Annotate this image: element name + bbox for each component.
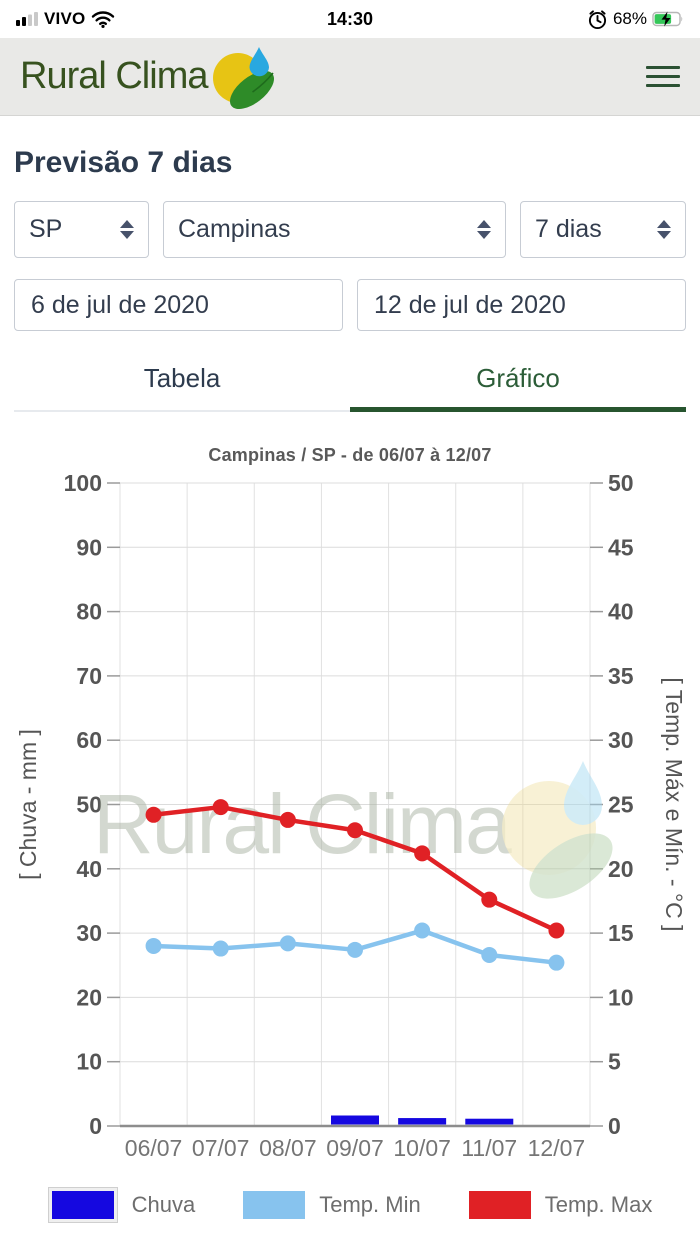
legend-item-temp-min[interactable]: Temp. Min bbox=[243, 1191, 421, 1219]
svg-text:80: 80 bbox=[76, 599, 102, 625]
svg-text:[ Temp. Máx e Mín. - °C ]: [ Temp. Máx e Mín. - °C ] bbox=[661, 677, 687, 931]
svg-text:0: 0 bbox=[608, 1113, 621, 1139]
svg-text:[ Chuva - mm ]: [ Chuva - mm ] bbox=[15, 729, 41, 880]
select-arrows-icon bbox=[477, 220, 491, 239]
view-tabs: Tabela Gráfico bbox=[14, 355, 686, 412]
forecast-chart: 0 0 10 5 20 10 30 15 40 20 50 25 60 30 70 35 80 40 90 45 100… bbox=[15, 470, 687, 1161]
watermark: Rural Clima bbox=[93, 761, 613, 899]
legend-item-temp-max[interactable]: Temp. Max bbox=[468, 1191, 653, 1219]
svg-text:08/07: 08/07 bbox=[259, 1135, 317, 1161]
series-Temp. Min bbox=[145, 922, 565, 971]
legend-label-temp-max: Temp. Max bbox=[544, 1192, 653, 1217]
svg-text:11/07: 11/07 bbox=[461, 1135, 517, 1161]
svg-text:70: 70 bbox=[76, 663, 102, 689]
svg-text:90: 90 bbox=[76, 534, 102, 560]
signal-strength-icon bbox=[16, 12, 38, 26]
svg-text:20: 20 bbox=[76, 984, 102, 1010]
series-Temp. Max bbox=[145, 799, 565, 939]
filter-row: SP Campinas 7 dias bbox=[14, 201, 686, 258]
svg-text:100: 100 bbox=[64, 470, 102, 496]
period-select[interactable]: 7 dias bbox=[520, 201, 686, 258]
svg-text:25: 25 bbox=[608, 792, 634, 818]
select-arrows-icon bbox=[120, 220, 134, 239]
series-Chuva bbox=[331, 1115, 514, 1125]
chart-legend: Chuva Temp. Min Temp. Max bbox=[0, 1187, 700, 1223]
start-date-value: 6 de jul de 2020 bbox=[31, 290, 209, 319]
date-range-row: 6 de jul de 2020 12 de jul de 2020 bbox=[14, 279, 686, 331]
svg-text:20: 20 bbox=[608, 856, 634, 882]
legend-label-temp-min: Temp. Min bbox=[319, 1192, 421, 1217]
page-title: Previsão 7 dias bbox=[14, 146, 233, 179]
period-select-value: 7 dias bbox=[535, 215, 602, 243]
alarm-icon bbox=[588, 9, 607, 29]
svg-text:45: 45 bbox=[608, 534, 634, 560]
city-select[interactable]: Campinas bbox=[163, 201, 506, 258]
menu-icon[interactable] bbox=[646, 62, 680, 91]
brand-logo[interactable]: Rural Clima bbox=[20, 43, 277, 111]
app-header: Rural Clima bbox=[0, 38, 700, 116]
svg-text:30: 30 bbox=[76, 920, 102, 946]
svg-text:12/07: 12/07 bbox=[528, 1135, 586, 1161]
temp-min-swatch-icon bbox=[243, 1191, 306, 1219]
chart-title: Campinas / SP - de 06/07 à 12/07 bbox=[208, 445, 492, 465]
svg-text:60: 60 bbox=[76, 727, 102, 753]
svg-text:50: 50 bbox=[76, 792, 102, 818]
select-arrows-icon bbox=[657, 220, 671, 239]
clock-time: 14:30 bbox=[326, 8, 374, 29]
end-date-input[interactable]: 12 de jul de 2020 bbox=[357, 279, 686, 331]
svg-text:30: 30 bbox=[608, 727, 634, 753]
svg-text:07/07: 07/07 bbox=[192, 1135, 250, 1161]
city-select-value: Campinas bbox=[178, 215, 291, 243]
svg-text:09/07: 09/07 bbox=[326, 1135, 384, 1161]
chuva-swatch-icon bbox=[47, 1187, 118, 1223]
svg-text:50: 50 bbox=[608, 470, 634, 496]
chart-area: 0 0 10 5 20 10 30 15 40 20 50 25 60 30 70 35 80 40 90 45 100… bbox=[0, 468, 700, 1173]
state-select[interactable]: SP bbox=[14, 201, 149, 258]
svg-text:10: 10 bbox=[76, 1049, 102, 1075]
svg-text:40: 40 bbox=[76, 856, 102, 882]
tab-tabela[interactable]: Tabela bbox=[14, 355, 350, 412]
battery-percent-label: 68% bbox=[612, 9, 647, 28]
temp-max-swatch-icon bbox=[468, 1191, 531, 1219]
legend-label-chuva: Chuva bbox=[131, 1192, 196, 1217]
svg-text:5: 5 bbox=[608, 1049, 621, 1075]
svg-text:06/07: 06/07 bbox=[125, 1135, 183, 1161]
status-bar: VIVO 14:30 68% bbox=[0, 0, 700, 38]
svg-text:40: 40 bbox=[608, 599, 634, 625]
x-axis-labels: 06/07 07/07 08/07 09/07 10/07 11/07 12/07 bbox=[125, 1135, 585, 1161]
carrier-label: VIVO bbox=[44, 9, 86, 28]
svg-text:15: 15 bbox=[608, 920, 634, 946]
svg-text:10/07: 10/07 bbox=[393, 1135, 451, 1161]
tab-grafico[interactable]: Gráfico bbox=[350, 355, 686, 412]
chart-grid: 0 0 10 5 20 10 30 15 40 20 50 25 60 30 70 35 80 40 90 45 100… bbox=[64, 470, 634, 1139]
state-select-value: SP bbox=[29, 215, 63, 243]
end-date-value: 12 de jul de 2020 bbox=[374, 290, 566, 319]
svg-text:35: 35 bbox=[608, 663, 634, 689]
wifi-icon bbox=[92, 11, 115, 28]
brand-name: Rural Clima bbox=[20, 55, 208, 97]
svg-text:10: 10 bbox=[608, 984, 634, 1010]
start-date-input[interactable]: 6 de jul de 2020 bbox=[14, 279, 343, 331]
rural-clima-logo-icon bbox=[213, 46, 275, 109]
battery-charging-icon bbox=[652, 11, 683, 27]
svg-text:0: 0 bbox=[89, 1113, 102, 1139]
legend-item-chuva[interactable]: Chuva bbox=[47, 1187, 196, 1223]
